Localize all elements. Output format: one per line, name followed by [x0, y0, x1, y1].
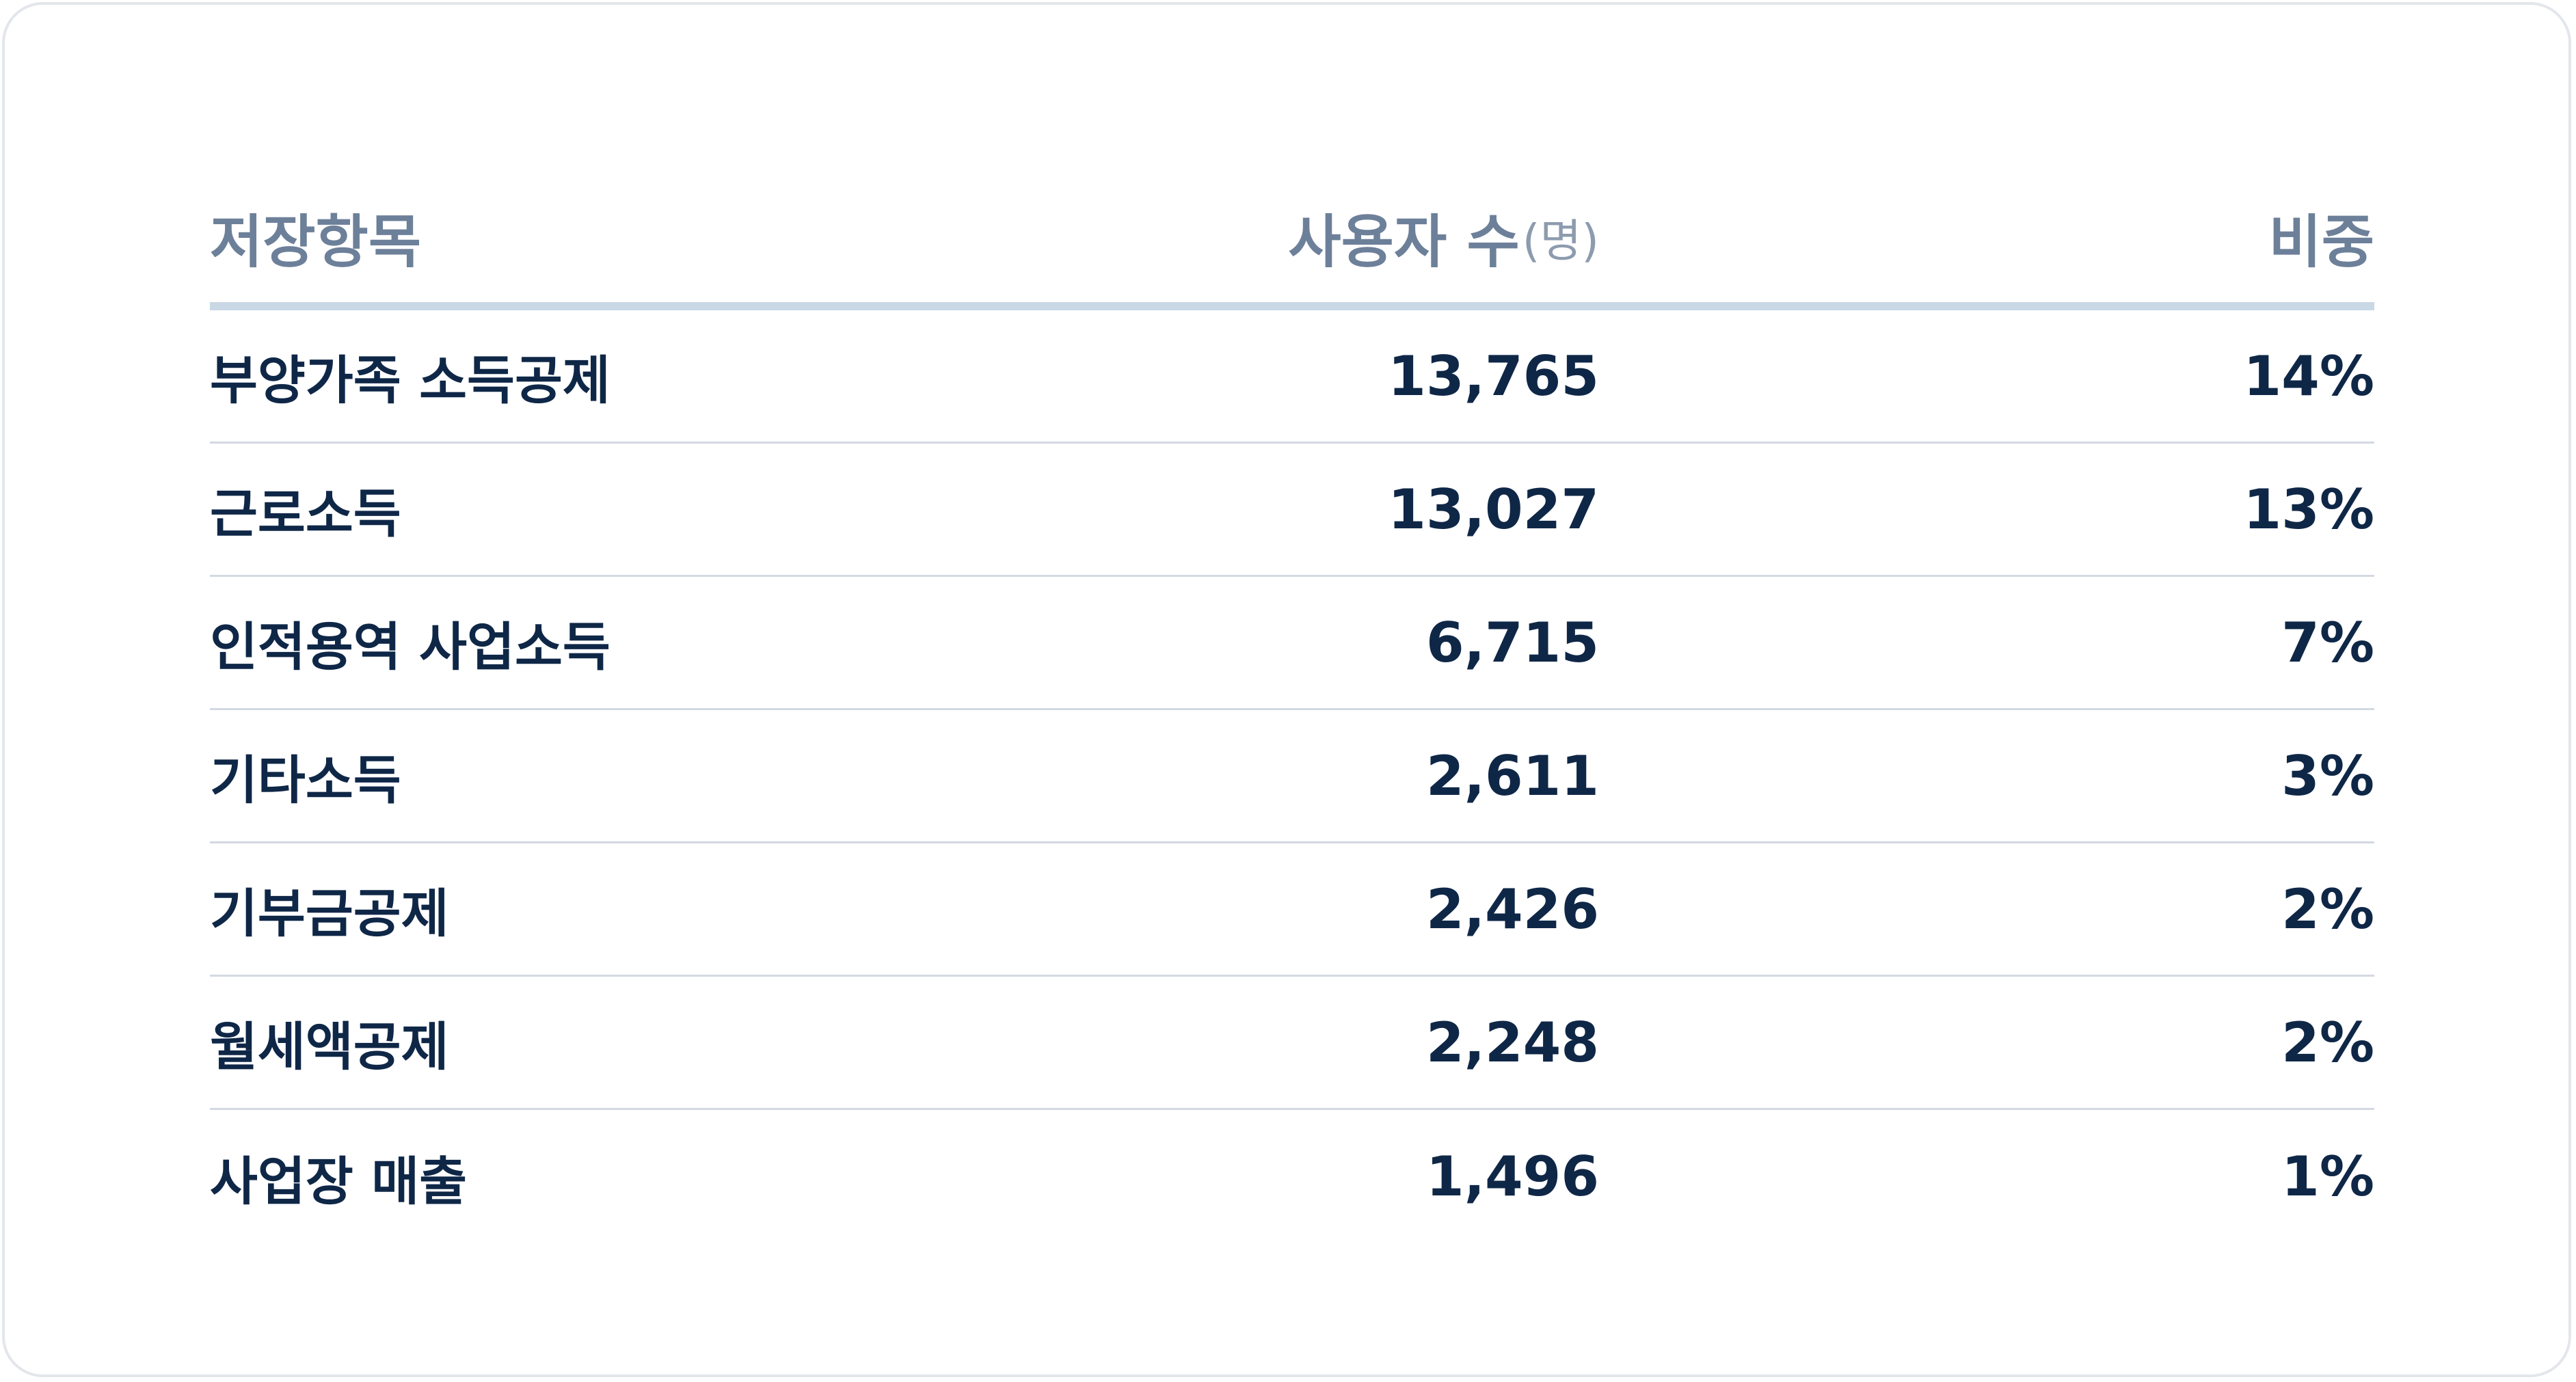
row-ratio: 2%: [2281, 877, 2374, 941]
row-ratio: 7%: [2281, 610, 2374, 675]
table-row: 근로소득 13,027 13%: [210, 444, 2374, 577]
row-item: 근로소득: [210, 483, 401, 544]
row-ratio: 14%: [2243, 344, 2374, 408]
row-item: 기부금공제: [210, 883, 449, 944]
header-ratio: 비중: [2268, 208, 2374, 275]
table-row: 사업장 매출 1,496 1%: [210, 1110, 2374, 1243]
header-item: 저장항목: [210, 208, 422, 275]
storage-items-table: 저장항목 사용자 수 (명) 비중 부양가족 소득공제 13,765 14% 근로…: [210, 172, 2374, 1243]
row-users: 2,248: [1425, 1010, 1599, 1074]
row-users: 13,765: [1388, 344, 1599, 408]
table-row: 기부금공제 2,426 2%: [210, 843, 2374, 977]
table-row: 부양가족 소득공제 13,765 14%: [210, 310, 2374, 444]
row-users: 2,611: [1425, 744, 1599, 808]
header-users-label: 사용자 수: [1288, 208, 1520, 275]
header-users: 사용자 수 (명): [210, 172, 1599, 302]
row-ratio: 1%: [2281, 1145, 2374, 1208]
row-item: 기타소득: [210, 750, 401, 811]
row-item: 사업장 매출: [210, 1150, 468, 1212]
row-users: 2,426: [1425, 877, 1599, 941]
row-item: 부양가족 소득공제: [210, 350, 611, 411]
header-users-unit: (명): [1522, 215, 1599, 267]
row-item: 월세액공제: [210, 1016, 449, 1077]
table-header-row: 저장항목 사용자 수 (명) 비중: [210, 172, 2374, 310]
table-row: 월세액공제 2,248 2%: [210, 977, 2374, 1110]
table-row: 인적용역 사업소득 6,715 7%: [210, 577, 2374, 710]
table-row: 기타소득 2,611 3%: [210, 710, 2374, 843]
row-users: 6,715: [1425, 610, 1599, 675]
row-ratio: 2%: [2281, 1010, 2374, 1074]
row-item: 인적용역 사업소득: [210, 617, 611, 677]
row-users: 13,027: [1388, 477, 1599, 541]
row-ratio: 3%: [2281, 744, 2374, 808]
row-ratio: 13%: [2243, 477, 2374, 541]
row-users: 1,496: [1425, 1145, 1599, 1208]
